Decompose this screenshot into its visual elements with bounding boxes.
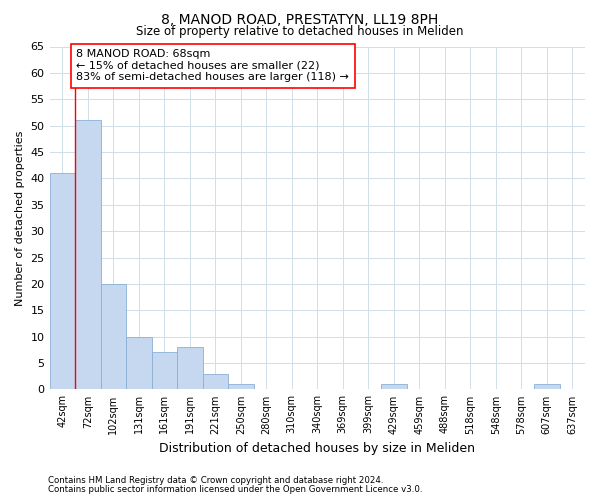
Bar: [75, 120, 101, 390]
Bar: [152, 352, 177, 390]
Bar: [228, 384, 254, 390]
Bar: [203, 374, 228, 390]
Bar: [126, 336, 152, 390]
Y-axis label: Number of detached properties: Number of detached properties: [15, 130, 25, 306]
Text: Size of property relative to detached houses in Meliden: Size of property relative to detached ho…: [136, 25, 464, 38]
Bar: [101, 284, 126, 390]
Bar: [177, 347, 203, 390]
Text: Contains public sector information licensed under the Open Government Licence v3: Contains public sector information licen…: [48, 485, 422, 494]
Text: Contains HM Land Registry data © Crown copyright and database right 2024.: Contains HM Land Registry data © Crown c…: [48, 476, 383, 485]
Text: 8 MANOD ROAD: 68sqm
← 15% of detached houses are smaller (22)
83% of semi-detach: 8 MANOD ROAD: 68sqm ← 15% of detached ho…: [76, 49, 349, 82]
Bar: [50, 173, 75, 390]
Text: 8, MANOD ROAD, PRESTATYN, LL19 8PH: 8, MANOD ROAD, PRESTATYN, LL19 8PH: [161, 12, 439, 26]
Bar: [381, 384, 407, 390]
Bar: [534, 384, 560, 390]
X-axis label: Distribution of detached houses by size in Meliden: Distribution of detached houses by size …: [159, 442, 475, 455]
